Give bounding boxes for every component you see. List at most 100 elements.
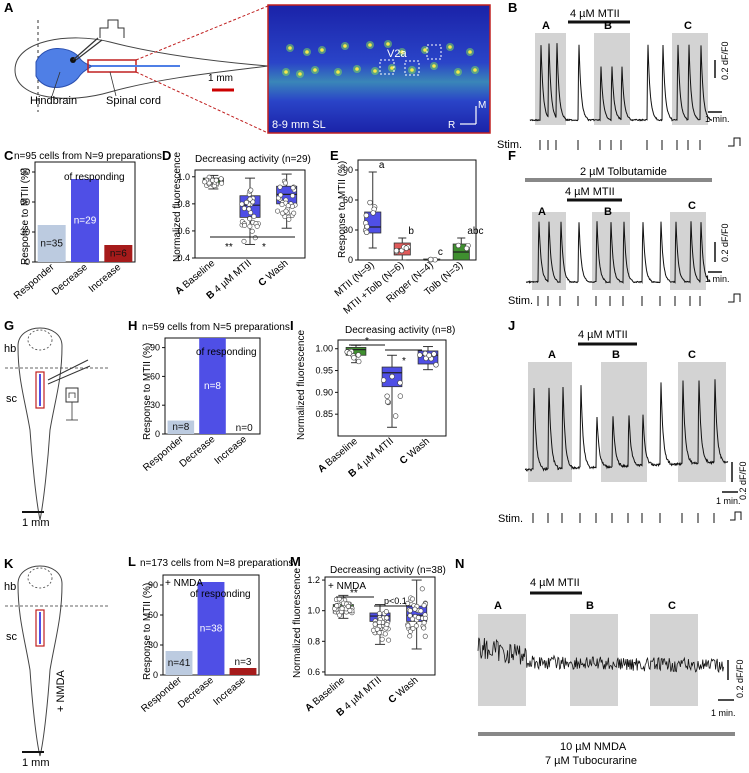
data-point (377, 610, 383, 616)
scale-y-f: 0.2 dF/F0 (720, 223, 730, 262)
y-tick-label: 0.6 (307, 667, 320, 677)
title-m: Decreasing activity (n=38) (330, 565, 446, 576)
cell-body (432, 64, 436, 68)
note-h: of responding (196, 347, 257, 358)
category-label: Increase (211, 675, 248, 708)
cell-body (386, 42, 390, 46)
data-point (372, 621, 378, 627)
sig2-m: p<0.1 (384, 596, 407, 606)
y-tick-label: 0.8 (307, 636, 320, 646)
cell-body (320, 48, 324, 52)
data-point (252, 235, 258, 241)
data-point (433, 362, 439, 368)
sig1-m: ** (350, 588, 358, 599)
ylabel-m: Normalized fluorescence (292, 568, 303, 678)
axes-i (337, 339, 447, 437)
data-point (383, 609, 389, 615)
bar-increase (229, 668, 257, 675)
panel-label-k: K (4, 556, 14, 571)
bar-decrease (199, 338, 226, 434)
bar-value-label: n=41 (168, 658, 191, 669)
category-label: C Wash (398, 436, 432, 467)
panel-label-d: D (162, 148, 171, 163)
panel-label-e: E (330, 148, 339, 163)
scale-y-j: 0.2 dF/F0 (738, 461, 748, 500)
panel-f: F 2 µM Tolbutamide 4 µM MTII A B C 0.2 d… (508, 148, 741, 307)
panel-a: A Hindbrain Spinal cord 1 mm (4, 0, 491, 134)
window-c-j (678, 362, 726, 482)
window-label-a-j: A (548, 349, 556, 361)
axes-e (357, 159, 477, 261)
y-tick-label: 30 (343, 225, 353, 235)
y-tick-label: 60 (150, 371, 160, 381)
data-point (421, 602, 427, 608)
cell-body (473, 68, 477, 72)
data-point (397, 380, 403, 386)
data-point (247, 196, 253, 202)
stat-letter: c (438, 247, 443, 258)
cell-body (288, 46, 292, 50)
y-tick-label: 0 (153, 670, 158, 680)
category-text: Wash (394, 675, 420, 700)
data-point (389, 373, 395, 380)
category-text: 4 µM MTII (212, 258, 254, 295)
data-point (367, 199, 373, 206)
panel-label-l: L (128, 554, 136, 569)
sig1-i: * (365, 336, 369, 347)
y-tick-label: 60 (148, 610, 158, 620)
data-point (239, 201, 245, 207)
data-point (289, 203, 295, 209)
data-point (421, 625, 427, 631)
data-point (278, 192, 284, 198)
data-point (413, 623, 419, 629)
category-text: Wash (264, 258, 290, 283)
bars-l: n=41Respondern=38Decreasen=3Increase0306… (139, 580, 257, 715)
axis-r-label: R (448, 120, 455, 131)
drug-label-b: 4 µM MTII (570, 8, 620, 20)
data-point (407, 613, 413, 619)
window-label-c-n: C (668, 600, 676, 612)
category-text: 4 µM MTII (354, 436, 396, 473)
panel-label-g: G (4, 318, 14, 333)
hb-label-g: hb (4, 343, 16, 355)
v2a-label: V2a (387, 48, 407, 60)
stat-letter: b (408, 226, 414, 237)
scale-x-j: 1 min. (716, 496, 741, 506)
data-point (370, 210, 376, 216)
category-label: C Wash (257, 258, 291, 289)
data-point (241, 238, 247, 244)
data-point (397, 393, 404, 399)
panel-label-m: M (290, 554, 301, 569)
stat-letter: abc (467, 226, 483, 237)
trace-b (529, 43, 713, 122)
panel-i: I Decreasing activity (n=8) A BaselineB … (290, 318, 455, 480)
nmda-label-k: + NMDA (55, 669, 67, 712)
data-point (285, 203, 291, 209)
drug-bottom2-n: 7 µM Tubocurarine (545, 755, 637, 767)
data-point (382, 631, 388, 637)
panel-label-h: H (128, 318, 137, 333)
stim-ticks-b (539, 140, 701, 150)
drug-label-f: 4 µM MTII (565, 186, 615, 198)
data-point (374, 626, 380, 632)
data-point (380, 377, 387, 383)
panel-label-n: N (455, 556, 464, 571)
bar-value-label: n=8 (204, 381, 221, 392)
data-point (384, 621, 390, 627)
panel-j: J 4 µM MTII A B C 0.2 dF/F0 1 min. Stim. (498, 318, 748, 525)
cell-body (448, 45, 452, 49)
axes-m (324, 576, 436, 676)
window-label-c-f: C (688, 200, 696, 212)
scale-label-k: 1 mm (22, 757, 50, 769)
cell-body (400, 50, 404, 54)
sc-box-k (35, 609, 45, 647)
y-tick-label: 60 (343, 195, 353, 205)
data-point (219, 180, 225, 186)
data-point (379, 636, 385, 642)
data-point (347, 608, 353, 614)
bar-responder (165, 651, 193, 675)
y-tick-label: 90 (150, 343, 160, 353)
y-tick-label: 0 (155, 429, 160, 439)
ylabel-l: Response to MTII (%) (142, 583, 153, 680)
